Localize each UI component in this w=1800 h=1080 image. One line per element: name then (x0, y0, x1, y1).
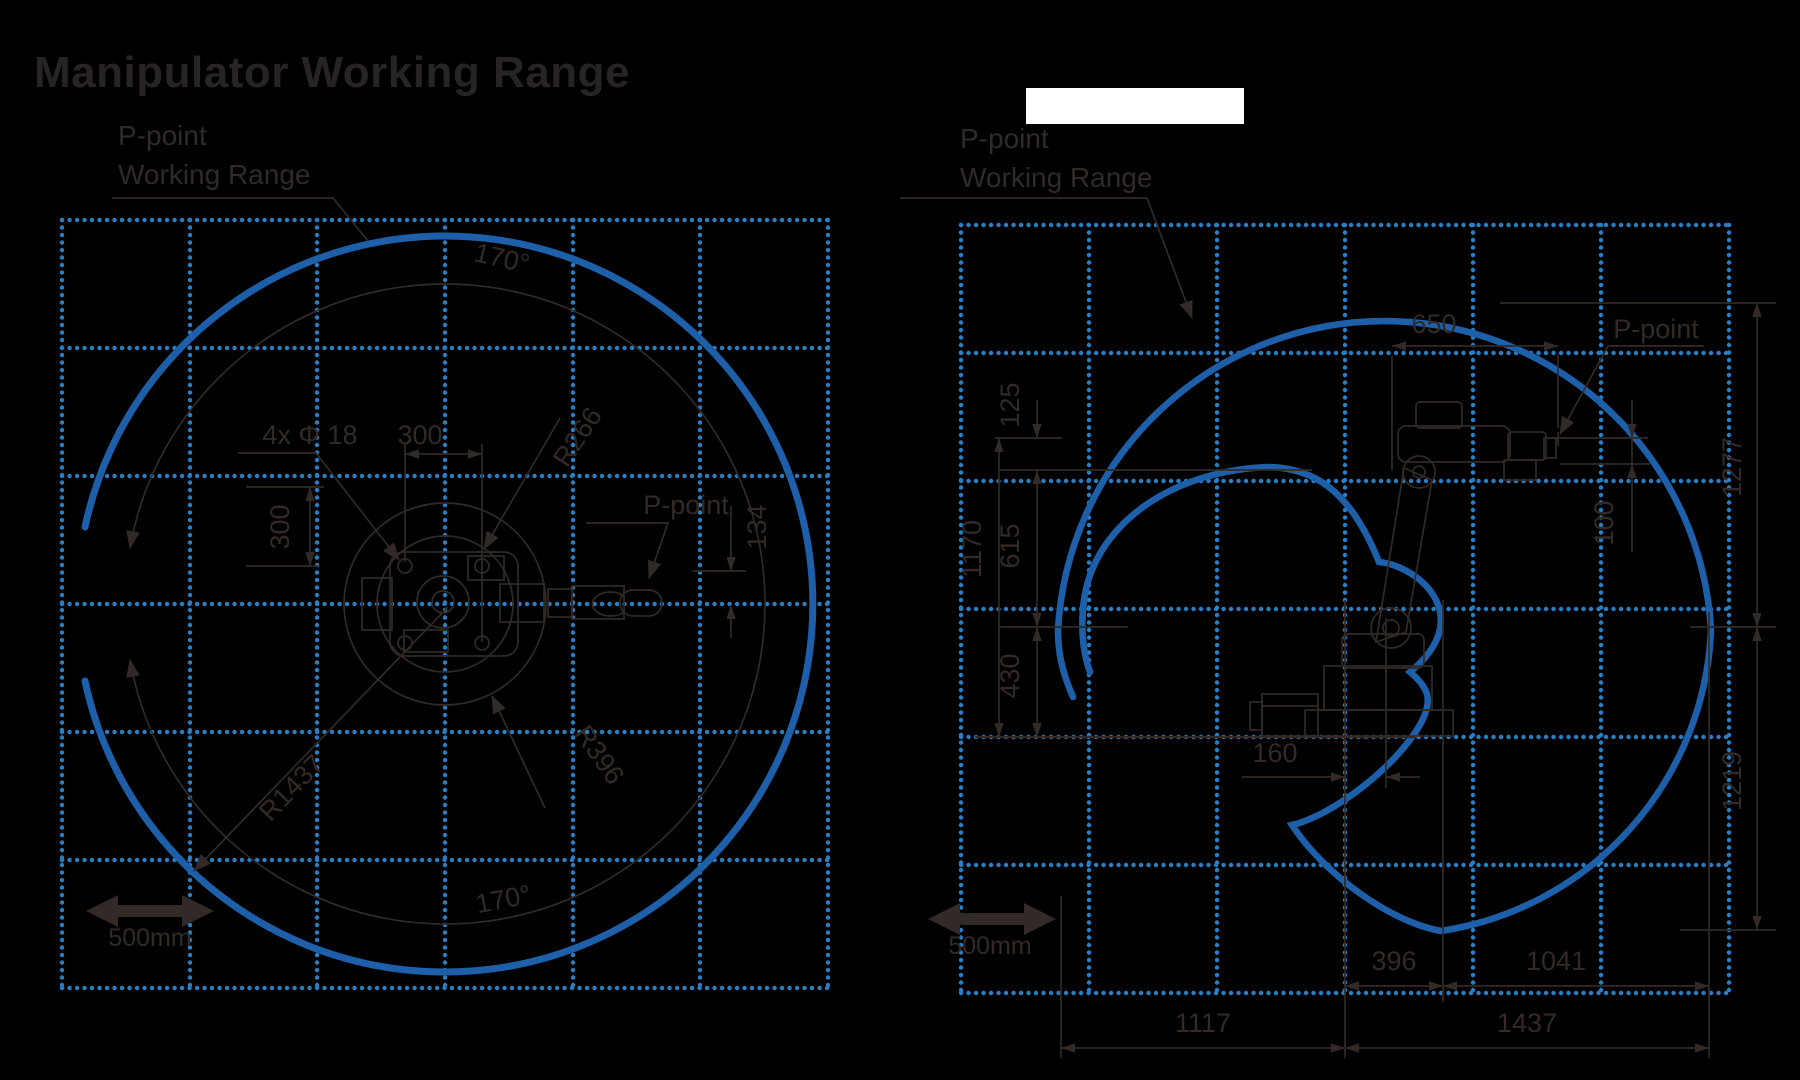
bolt-hole (397, 635, 413, 651)
bottom-dim-lines (1061, 985, 1709, 1049)
left-callout-leader (112, 197, 369, 242)
left-callout-line1: P-point (118, 120, 207, 151)
robot-top-view (361, 551, 663, 657)
dim-650-lines (1391, 345, 1559, 470)
working-range-arc (81, 232, 817, 976)
working-envelope (1054, 317, 1715, 935)
p-point-leader (586, 522, 670, 579)
scale-arrow (86, 895, 214, 927)
left-extension-lines (995, 437, 1312, 628)
left-callout-line2: Working Range (118, 159, 310, 190)
scale-label-left: 500mm (108, 924, 191, 952)
left-dimension-lines (193, 417, 746, 872)
rotation-arc (126, 283, 766, 925)
dim-1437: 1437 (1497, 1008, 1557, 1038)
right-callout-leader (900, 197, 1193, 319)
dim-r1437: R1437 (253, 749, 330, 827)
r266-circle (376, 535, 514, 673)
r396-leader (491, 695, 546, 809)
label-p-point-right: P-point (1613, 314, 1699, 344)
scale-arrow (928, 903, 1056, 935)
r396-circle (343, 502, 547, 706)
dim-1041: 1041 (1526, 946, 1586, 976)
p-point-leader (1559, 345, 1704, 435)
dim-134: 134 (742, 504, 772, 549)
dim-160: 160 (1252, 738, 1297, 768)
right-view-side: P-point Working Range 650 P-point 125 11… (900, 123, 1776, 1058)
dim-bolt-holes: 4x Φ 18 (262, 420, 357, 450)
dim-615: 615 (995, 523, 1025, 568)
dim-650: 650 (1411, 309, 1456, 339)
scale-label-right: 500mm (948, 932, 1031, 960)
r266-leader (483, 417, 561, 550)
right-dim-lines (1500, 302, 1776, 931)
white-patch (1026, 88, 1244, 124)
page-title: Manipulator Working Range (34, 48, 630, 97)
dim-396: 396 (1371, 946, 1416, 976)
dim-1170: 1170 (957, 520, 987, 578)
dim-300v: 300 (265, 504, 295, 549)
r1437-leader (193, 606, 449, 872)
dim-1277: 1277 (1717, 437, 1747, 497)
dim-430: 430 (995, 653, 1025, 698)
left-dim-shafts (998, 400, 1038, 737)
right-dimension-lines (994, 302, 1776, 1053)
right-callout-line2: Working Range (960, 162, 1152, 193)
dim-r396: R396 (569, 720, 631, 790)
robot-side-view (1249, 401, 1564, 737)
dim-300h: 300 (397, 420, 442, 450)
dim-r266: R266 (547, 402, 608, 472)
grid-horizontal-lines (59, 217, 831, 991)
dim-125: 125 (995, 382, 1025, 427)
bolt-holes-leader (238, 452, 400, 561)
dim-1219: 1219 (1717, 751, 1747, 811)
left-view-top: P-point Working Range 170° 170° 4x Φ 18 … (59, 120, 831, 991)
dim-1117: 1117 (1175, 1008, 1231, 1038)
right-callout-line1: P-point (960, 123, 1049, 154)
dim-100: 100 (1589, 500, 1619, 545)
label-p-point-left: P-point (643, 490, 729, 520)
